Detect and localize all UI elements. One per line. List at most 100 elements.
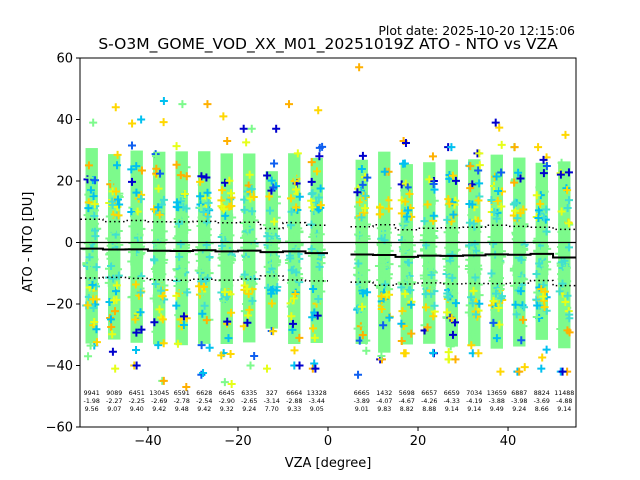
data-point	[557, 228, 566, 237]
data-point	[512, 271, 521, 280]
data-point	[429, 180, 438, 189]
data-point	[362, 220, 371, 229]
data-point	[557, 158, 566, 167]
data-point	[443, 228, 452, 237]
data-point	[267, 270, 276, 279]
data-point	[200, 301, 209, 310]
data-point	[492, 334, 501, 343]
data-point	[534, 206, 543, 215]
data-point	[451, 176, 460, 185]
bin-points	[82, 118, 102, 361]
data-point	[358, 151, 367, 160]
data-point	[474, 261, 483, 270]
data-point	[402, 228, 411, 237]
data-point	[219, 112, 228, 121]
data-point	[357, 213, 366, 222]
data-point	[201, 276, 210, 285]
data-point	[172, 301, 181, 310]
data-point	[272, 192, 281, 201]
data-point	[202, 218, 211, 227]
data-point	[427, 284, 436, 293]
data-point	[443, 289, 452, 298]
data-point	[355, 212, 364, 221]
data-point	[561, 267, 570, 276]
y-tick-label: 60	[56, 52, 73, 67]
data-point	[292, 185, 301, 194]
mean-minus-std-line	[350, 279, 576, 287]
data-point	[512, 310, 521, 319]
data-point	[315, 262, 324, 271]
data-point	[494, 303, 503, 312]
data-point	[430, 226, 439, 235]
data-point	[401, 139, 410, 148]
data-point	[132, 162, 141, 171]
data-point	[133, 267, 142, 276]
data-point	[174, 203, 183, 212]
data-point	[180, 190, 189, 199]
bin-points	[555, 130, 574, 376]
data-point	[358, 289, 367, 298]
data-point	[293, 149, 302, 158]
data-point	[222, 292, 231, 301]
data-point	[475, 161, 484, 170]
bin-count-label: 9089	[106, 390, 122, 397]
bin-count-label: 6659	[444, 390, 460, 397]
data-point	[92, 263, 101, 272]
mean-plus-std-line	[350, 224, 576, 231]
bin-mean-label: -2.65	[241, 398, 257, 405]
bin-count-label: 13045	[149, 390, 169, 397]
data-point	[475, 179, 484, 188]
data-point	[272, 257, 281, 266]
data-point	[240, 307, 249, 316]
data-point	[173, 281, 182, 290]
data-point	[310, 333, 319, 342]
data-point	[420, 274, 429, 283]
data-point	[203, 188, 212, 197]
data-point	[198, 309, 207, 318]
data-point	[517, 336, 526, 345]
data-point	[89, 192, 98, 201]
data-point	[198, 289, 207, 298]
data-point	[176, 171, 185, 180]
data-point	[195, 266, 204, 275]
data-point	[385, 313, 394, 322]
data-point	[223, 281, 232, 290]
data-point	[265, 192, 274, 201]
data-point	[312, 197, 321, 206]
data-point	[428, 250, 437, 259]
data-point	[152, 237, 161, 246]
bin-std-label: 9.42	[197, 406, 211, 413]
bin-points	[509, 143, 529, 376]
data-point	[132, 361, 141, 370]
data-point	[538, 353, 547, 362]
data-point	[353, 263, 362, 272]
data-point	[489, 273, 498, 282]
data-point	[447, 143, 456, 152]
data-point	[293, 264, 302, 273]
bin-points	[262, 124, 282, 373]
data-point	[109, 296, 118, 305]
bin-points	[127, 115, 146, 370]
data-point	[443, 279, 452, 288]
data-point	[307, 158, 316, 167]
data-point	[558, 279, 567, 288]
bin-std-label: 8.82	[400, 406, 414, 413]
data-point	[561, 130, 570, 139]
data-point	[179, 320, 188, 329]
data-point	[223, 245, 232, 254]
data-point	[182, 163, 191, 172]
data-point	[86, 186, 95, 195]
data-point	[109, 274, 118, 283]
data-point	[399, 311, 408, 320]
data-point	[520, 363, 529, 372]
data-point	[195, 256, 204, 265]
data-point	[407, 300, 416, 309]
data-point	[468, 330, 477, 339]
data-point	[205, 343, 214, 352]
data-point	[514, 168, 523, 177]
data-point	[130, 252, 139, 261]
data-point	[542, 227, 551, 236]
bin-mean-label: -4.07	[376, 398, 392, 405]
data-point	[248, 296, 257, 305]
data-point	[467, 341, 476, 350]
